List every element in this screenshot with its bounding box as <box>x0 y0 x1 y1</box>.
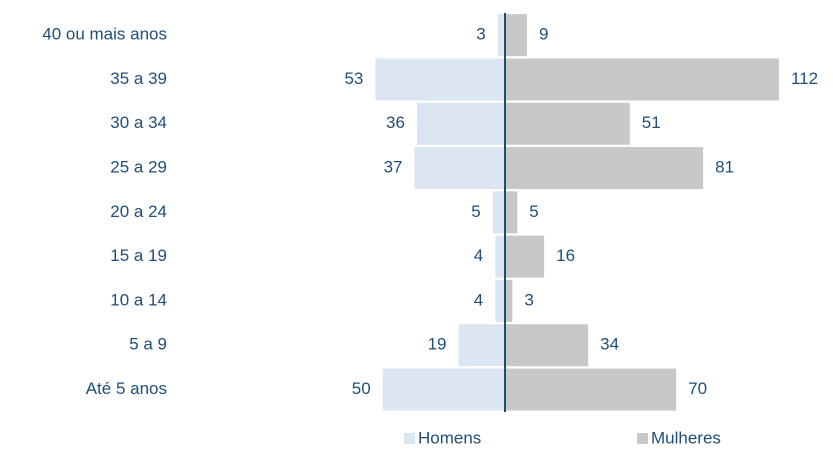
legend-label: Homens <box>418 428 481 447</box>
value-label: 36 <box>386 113 405 132</box>
bar <box>505 58 779 101</box>
value-label: 3 <box>524 290 533 309</box>
category-label: 15 a 19 <box>110 246 167 265</box>
category-label: 25 a 29 <box>110 158 167 177</box>
bar <box>505 191 518 234</box>
bar <box>495 279 505 322</box>
bar <box>505 368 677 411</box>
value-label: 9 <box>539 25 548 44</box>
category-label: 40 ou mais anos <box>42 25 167 44</box>
value-label: 19 <box>428 335 447 354</box>
value-label: 4 <box>474 246 483 265</box>
value-label: 51 <box>642 113 661 132</box>
value-label: 112 <box>791 69 818 88</box>
bar <box>375 58 505 101</box>
legend-label: Mulheres <box>651 428 721 447</box>
value-label: 37 <box>384 158 403 177</box>
value-label: 70 <box>688 379 707 398</box>
bar <box>416 102 505 145</box>
legend-swatch <box>404 433 415 444</box>
legend-swatch <box>637 433 648 444</box>
category-label: 20 a 24 <box>110 202 167 221</box>
value-label: 5 <box>471 202 480 221</box>
value-label: 5 <box>529 202 538 221</box>
value-label: 3 <box>476 25 485 44</box>
bar <box>414 147 505 190</box>
bar <box>505 147 704 190</box>
value-label: 50 <box>352 379 371 398</box>
bar <box>505 235 545 278</box>
category-label: 35 a 39 <box>110 69 167 88</box>
bar <box>458 324 505 367</box>
bar <box>505 14 528 57</box>
value-label: 53 <box>344 69 363 88</box>
bar <box>497 14 505 57</box>
value-label: 34 <box>600 335 619 354</box>
bar <box>492 191 505 234</box>
value-label: 4 <box>474 290 483 309</box>
value-label: 81 <box>715 158 734 177</box>
category-label: 10 a 14 <box>110 290 167 309</box>
category-label: Até 5 anos <box>86 379 167 398</box>
bar <box>382 368 505 411</box>
category-label: 30 a 34 <box>110 113 167 132</box>
category-label: 5 a 9 <box>129 335 167 354</box>
bar <box>505 324 589 367</box>
bar <box>495 235 505 278</box>
bar <box>505 102 630 145</box>
bar <box>505 279 513 322</box>
value-label: 16 <box>556 246 575 265</box>
